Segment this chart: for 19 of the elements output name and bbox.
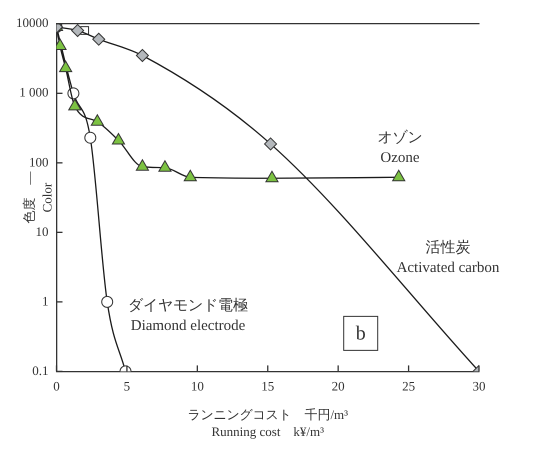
y-tick-label: 0.1: [32, 362, 48, 378]
x-tick-label: 10: [190, 378, 204, 394]
x-tick-label: 5: [124, 378, 130, 394]
y-tick-label: 10: [36, 224, 48, 239]
x-tick-label: 20: [332, 378, 345, 394]
series-label: 活性炭 Activated carbon: [396, 238, 500, 276]
y-tick-label: 1: [42, 293, 48, 308]
x-axis-title: ランニングコスト 千円/m³ Running cost k¥/m³: [187, 406, 348, 439]
series-label: オゾン Ozone: [378, 128, 422, 166]
annotation: b: [356, 322, 366, 345]
series-label: ダイヤモンド電極 Diamond electrode: [128, 296, 248, 334]
x-tick-label: 25: [402, 378, 416, 394]
y-tick-label: 1 000: [19, 84, 48, 100]
y-axis-title: 色度 — Color: [21, 170, 54, 224]
x-tick-label: 30: [472, 378, 486, 394]
x-tick-label: 15: [261, 378, 274, 394]
x-tick-label: 0: [53, 378, 60, 394]
y-tick-label: 100: [29, 154, 48, 170]
y-tick-label: 10000: [16, 15, 48, 30]
